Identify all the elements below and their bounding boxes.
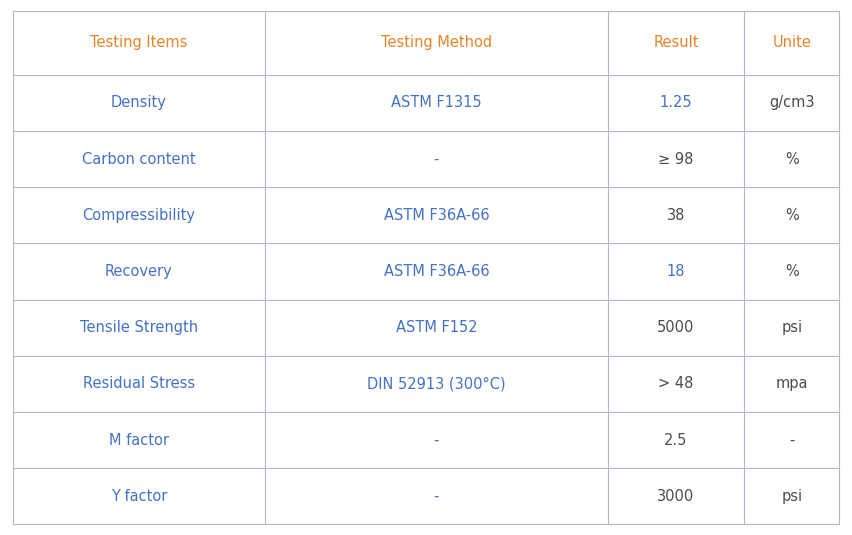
Text: psi: psi: [781, 320, 803, 335]
Text: -: -: [789, 432, 794, 448]
Text: ASTM F36A-66: ASTM F36A-66: [383, 264, 489, 279]
Text: 3000: 3000: [658, 488, 694, 504]
Text: ASTM F152: ASTM F152: [395, 320, 477, 335]
Text: psi: psi: [781, 488, 803, 504]
Text: Carbon content: Carbon content: [82, 151, 196, 167]
Text: 2.5: 2.5: [665, 432, 688, 448]
Text: %: %: [785, 208, 798, 223]
Text: Testing Method: Testing Method: [381, 35, 492, 50]
Text: Y factor: Y factor: [111, 488, 167, 504]
Text: -: -: [434, 432, 439, 448]
Text: ASTM F36A-66: ASTM F36A-66: [383, 208, 489, 223]
Text: -: -: [434, 488, 439, 504]
Text: Recovery: Recovery: [105, 264, 173, 279]
Text: Residual Stress: Residual Stress: [83, 376, 195, 392]
Text: M factor: M factor: [109, 432, 169, 448]
Text: %: %: [785, 264, 798, 279]
Text: 38: 38: [667, 208, 685, 223]
Text: ASTM F1315: ASTM F1315: [391, 95, 481, 111]
Text: Tensile Strength: Tensile Strength: [80, 320, 198, 335]
Text: Result: Result: [653, 35, 699, 50]
Text: 18: 18: [667, 264, 685, 279]
Text: mpa: mpa: [775, 376, 808, 392]
Text: 1.25: 1.25: [659, 95, 693, 111]
Text: DIN 52913 (300°C): DIN 52913 (300°C): [367, 376, 505, 392]
Text: Unite: Unite: [772, 35, 811, 50]
Text: > 48: > 48: [659, 376, 694, 392]
Text: Testing Items: Testing Items: [90, 35, 187, 50]
Text: g/cm3: g/cm3: [769, 95, 815, 111]
Text: Density: Density: [111, 95, 167, 111]
Text: %: %: [785, 151, 798, 167]
Text: 5000: 5000: [657, 320, 694, 335]
Text: ≥ 98: ≥ 98: [659, 151, 694, 167]
Text: -: -: [434, 151, 439, 167]
Text: Compressibility: Compressibility: [83, 208, 195, 223]
